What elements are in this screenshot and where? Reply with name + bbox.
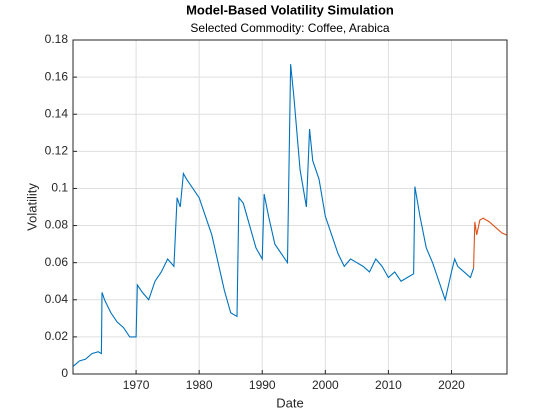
data-line: [72, 64, 475, 367]
x-tick-label: 1990: [249, 378, 276, 392]
y-tick-label: 0.18: [45, 32, 69, 46]
x-tick-label: 2000: [312, 378, 339, 392]
y-tick-label: 0.12: [45, 144, 69, 158]
chart-subtitle: Selected Commodity: Coffee, Arabica: [190, 21, 390, 35]
y-tick-label: 0.14: [45, 106, 69, 120]
y-tick-label: 0.1: [51, 181, 68, 195]
x-tick-label: 1980: [186, 378, 213, 392]
y-tick-label: 0.02: [45, 329, 69, 343]
chart-title: Model-Based Volatility Simulation: [186, 2, 394, 17]
plot-frame: [72, 39, 508, 375]
y-tick-label: 0.04: [45, 292, 69, 306]
y-axis-label: Volatility: [24, 183, 39, 231]
x-tick-label: 1970: [123, 378, 150, 392]
x-tick-label: 2020: [438, 378, 465, 392]
y-tick-label: 0.16: [45, 69, 69, 83]
x-tick-label: 2010: [375, 378, 402, 392]
x-axis-label: Date: [276, 395, 303, 410]
y-tick-label: 0.08: [45, 218, 69, 232]
y-tick-label: 0: [61, 366, 68, 380]
data-line: [473, 217, 507, 269]
y-tick-label: 0.06: [45, 255, 69, 269]
